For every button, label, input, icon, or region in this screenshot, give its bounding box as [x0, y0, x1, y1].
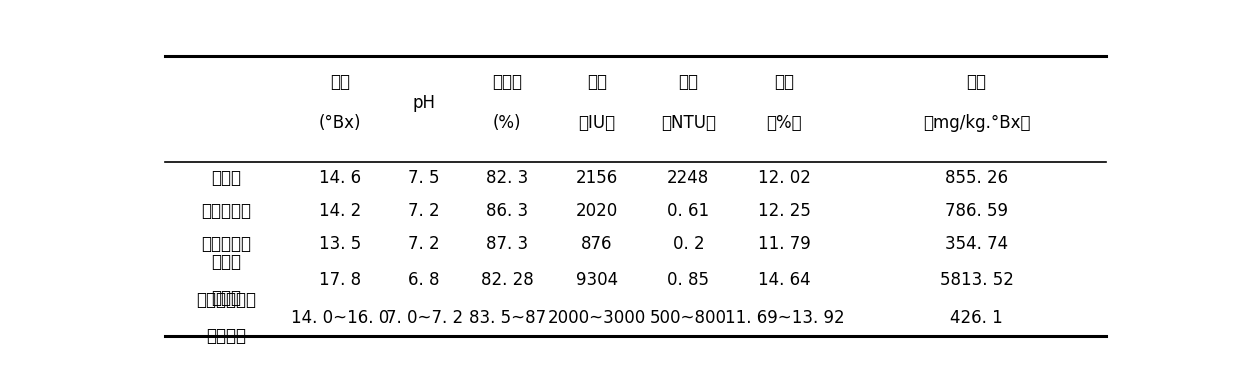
Text: （mg/kg.°Bx）: （mg/kg.°Bx） [923, 114, 1030, 132]
Text: 2248: 2248 [667, 169, 709, 187]
Text: （IU）: （IU） [579, 114, 615, 132]
Text: (%): (%) [494, 114, 522, 132]
Text: 传统黑糖撇泡: 传统黑糖撇泡 [196, 291, 257, 309]
Text: 色值: 色值 [587, 73, 608, 91]
Text: 426. 1: 426. 1 [950, 309, 1003, 327]
Text: pH: pH [413, 94, 435, 112]
Text: 82. 3: 82. 3 [486, 169, 528, 187]
Text: 2156: 2156 [575, 169, 619, 187]
Text: 17. 8: 17. 8 [319, 270, 361, 289]
Text: 14. 0~16. 0: 14. 0~16. 0 [291, 309, 389, 327]
Text: 总酚: 总酚 [967, 73, 987, 91]
Text: 5813. 52: 5813. 52 [940, 270, 1013, 289]
Text: 14. 6: 14. 6 [319, 169, 361, 187]
Text: 0. 85: 0. 85 [667, 270, 709, 289]
Text: 0. 2: 0. 2 [672, 235, 704, 253]
Text: 浊度: 浊度 [678, 73, 698, 91]
Text: 6. 8: 6. 8 [408, 270, 440, 289]
Text: 786. 59: 786. 59 [945, 202, 1008, 220]
Text: 二级膜: 二级膜 [211, 253, 241, 271]
Text: 12. 02: 12. 02 [758, 169, 811, 187]
Text: 简纯度: 简纯度 [492, 73, 522, 91]
Text: 11. 79: 11. 79 [758, 235, 811, 253]
Text: 7. 5: 7. 5 [408, 169, 440, 187]
Text: 9304: 9304 [577, 270, 618, 289]
Text: 83. 5~87: 83. 5~87 [469, 309, 546, 327]
Text: 354. 74: 354. 74 [945, 235, 1008, 253]
Text: 14. 2: 14. 2 [319, 202, 361, 220]
Text: 12. 25: 12. 25 [758, 202, 811, 220]
Text: 0. 61: 0. 61 [667, 202, 709, 220]
Text: 7. 2: 7. 2 [408, 202, 440, 220]
Text: 7. 2: 7. 2 [408, 235, 440, 253]
Text: (°Bx): (°Bx) [319, 114, 361, 132]
Text: 500~800: 500~800 [650, 309, 727, 327]
Text: 876: 876 [582, 235, 613, 253]
Text: 11. 69~13. 92: 11. 69~13. 92 [724, 309, 844, 327]
Text: 糖度: 糖度 [775, 73, 795, 91]
Text: 855. 26: 855. 26 [945, 169, 1008, 187]
Text: 浓缩汁: 浓缩汁 [211, 289, 241, 307]
Text: 工艺清汁: 工艺清汁 [206, 327, 246, 345]
Text: 一级膜清汁: 一级膜清汁 [201, 202, 252, 220]
Text: 2020: 2020 [575, 202, 619, 220]
Text: 87. 3: 87. 3 [486, 235, 528, 253]
Text: 2000~3000: 2000~3000 [548, 309, 646, 327]
Text: （NTU）: （NTU） [661, 114, 715, 132]
Text: 14. 64: 14. 64 [758, 270, 811, 289]
Text: 82. 28: 82. 28 [481, 270, 533, 289]
Text: （%）: （%） [766, 114, 802, 132]
Text: 二级膜清汁: 二级膜清汁 [201, 235, 252, 253]
Text: 7. 0~7. 2: 7. 0~7. 2 [386, 309, 463, 327]
Text: 86. 3: 86. 3 [486, 202, 528, 220]
Text: 锤度: 锤度 [330, 73, 350, 91]
Text: 混合汁: 混合汁 [211, 169, 241, 187]
Text: 13. 5: 13. 5 [319, 235, 361, 253]
